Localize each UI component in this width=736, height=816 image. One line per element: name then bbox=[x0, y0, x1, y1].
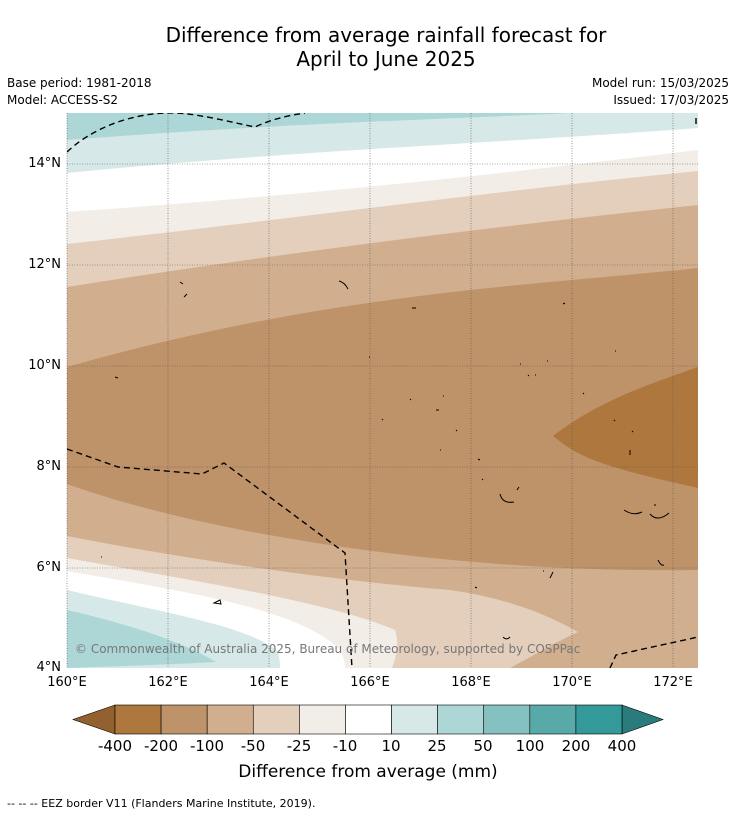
colorbar-label: -200 bbox=[143, 737, 179, 755]
colorbar-label: 50 bbox=[473, 737, 493, 755]
colorbar-segment bbox=[529, 704, 577, 735]
colorbar-title: Difference from average (mm) bbox=[238, 762, 498, 782]
colorbar-segment bbox=[575, 704, 623, 735]
colorbar-segment bbox=[437, 704, 485, 735]
lon-label: 172°E bbox=[653, 675, 693, 690]
colorbar-arrow-high bbox=[621, 704, 664, 735]
colorbar-segment bbox=[483, 704, 531, 735]
lon-label: 166°E bbox=[350, 675, 390, 690]
contour-east-minus200 bbox=[553, 367, 698, 488]
model-name: Model: ACCESS-S2 bbox=[7, 93, 119, 107]
gridlines bbox=[66, 113, 698, 668]
rainfall-contours bbox=[67, 113, 698, 668]
model-run-date: Model run: 15/03/2025 bbox=[591, 76, 729, 90]
copyright-notice: © Commonwealth of Australia 2025, Bureau… bbox=[75, 642, 581, 656]
contour-s-plus25 bbox=[67, 610, 216, 668]
lon-label: 170°E bbox=[552, 675, 592, 690]
colorbar-label: -400 bbox=[97, 737, 133, 755]
lat-label: 12°N bbox=[28, 257, 61, 272]
lat-label: 4°N bbox=[36, 660, 62, 675]
islands bbox=[101, 280, 670, 640]
colorbar bbox=[72, 704, 664, 735]
eez-legend-note: -- -- -- EEZ border V11 (Flanders Marine… bbox=[7, 797, 316, 810]
lon-label: 164°E bbox=[249, 675, 289, 690]
colorbar-segment bbox=[206, 704, 254, 735]
colorbar-label: 400 bbox=[607, 737, 637, 755]
colorbar-label: 100 bbox=[515, 737, 545, 755]
colorbar-arrow-low bbox=[72, 704, 116, 735]
colorbar-segment bbox=[252, 704, 300, 735]
lat-label: 14°N bbox=[28, 156, 61, 171]
base-period: Base period: 1981-2018 bbox=[7, 76, 152, 90]
colorbar-segment bbox=[160, 704, 208, 735]
colorbar-segment bbox=[391, 704, 438, 735]
map-title-line1: Difference from average rainfall forecas… bbox=[165, 23, 607, 47]
issued-date: Issued: 17/03/2025 bbox=[613, 93, 729, 107]
colorbar-label: -100 bbox=[189, 737, 225, 755]
colorbar-label: -50 bbox=[240, 737, 266, 755]
colorbar-label: 200 bbox=[561, 737, 591, 755]
lon-label: 160°E bbox=[47, 675, 87, 690]
colorbar-segment bbox=[345, 704, 392, 735]
lat-label: 10°N bbox=[28, 358, 61, 373]
contour-n-plus25 bbox=[67, 113, 570, 140]
colorbar-label: -25 bbox=[286, 737, 312, 755]
eez-borders bbox=[67, 113, 698, 668]
lat-label: 6°N bbox=[36, 560, 62, 575]
colorbar-label: 25 bbox=[427, 737, 447, 755]
colorbar-segment bbox=[299, 704, 346, 735]
colorbar-segment bbox=[114, 704, 162, 735]
lon-label: 162°E bbox=[148, 675, 188, 690]
colorbar-label: -10 bbox=[332, 737, 358, 755]
lon-label: 168°E bbox=[451, 675, 491, 690]
map-title-line2: April to June 2025 bbox=[296, 47, 476, 71]
colorbar-label: 10 bbox=[381, 737, 401, 755]
lat-label: 8°N bbox=[36, 459, 62, 474]
